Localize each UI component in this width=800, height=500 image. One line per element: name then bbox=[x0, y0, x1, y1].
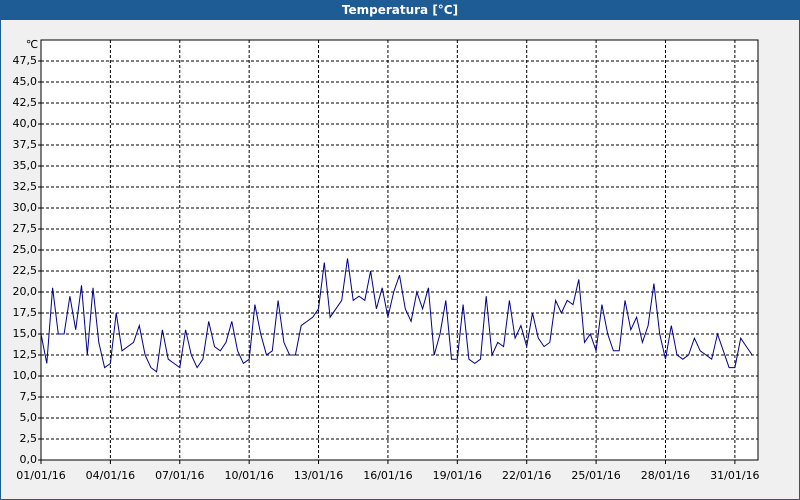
x-tick-label: 04/01/16 bbox=[86, 469, 135, 482]
x-tick-label: 16/01/16 bbox=[363, 469, 412, 482]
y-tick-label: 32,5 bbox=[13, 180, 38, 193]
y-tick-label: 27,5 bbox=[13, 222, 38, 235]
y-tick-label: 47,5 bbox=[13, 54, 38, 67]
y-tick-label: 15,0 bbox=[13, 327, 38, 340]
y-tick-label: 5,0 bbox=[20, 411, 38, 424]
y-tick-label: 20,0 bbox=[13, 285, 38, 298]
y-tick-label: 40,0 bbox=[13, 117, 38, 130]
y-tick-label: 12,5 bbox=[13, 348, 38, 361]
y-tick-label: 37,5 bbox=[13, 138, 38, 151]
y-tick-label: 0,0 bbox=[20, 453, 38, 466]
y-axis-label: ℃ bbox=[26, 38, 38, 51]
y-tick-label: 22,5 bbox=[13, 264, 38, 277]
x-tick-label: 13/01/16 bbox=[294, 469, 343, 482]
y-tick-label: 10,0 bbox=[13, 369, 38, 382]
x-tick-label: 22/01/16 bbox=[502, 469, 551, 482]
window-title: Temperatura [°C] bbox=[0, 0, 800, 20]
y-tick-label: 42,5 bbox=[13, 96, 38, 109]
y-tick-label: 7,5 bbox=[20, 390, 38, 403]
y-tick-label: 2,5 bbox=[20, 432, 38, 445]
data-line bbox=[40, 258, 753, 373]
x-tick-label: 07/01/16 bbox=[155, 469, 204, 482]
y-tick-label: 17,5 bbox=[13, 306, 38, 319]
x-tick-label: 01/01/16 bbox=[16, 469, 65, 482]
x-tick-label: 28/01/16 bbox=[641, 469, 690, 482]
y-tick-label: 45,0 bbox=[13, 75, 38, 88]
y-tick-label: 30,0 bbox=[13, 201, 38, 214]
x-tick-label: 19/01/16 bbox=[433, 469, 482, 482]
y-tick-label: 25,0 bbox=[13, 243, 38, 256]
chart: ℃ 0,0 2,5 5,0 7,5 10,0 12,5 15,0 17,5 20,0 22,5 25… bbox=[13, 38, 760, 482]
x-tick-label: 25/01/16 bbox=[571, 469, 620, 482]
y-tick-label: 35,0 bbox=[13, 159, 38, 172]
x-tick-label: 31/01/16 bbox=[710, 469, 759, 482]
x-tick-label: 10/01/16 bbox=[224, 469, 273, 482]
